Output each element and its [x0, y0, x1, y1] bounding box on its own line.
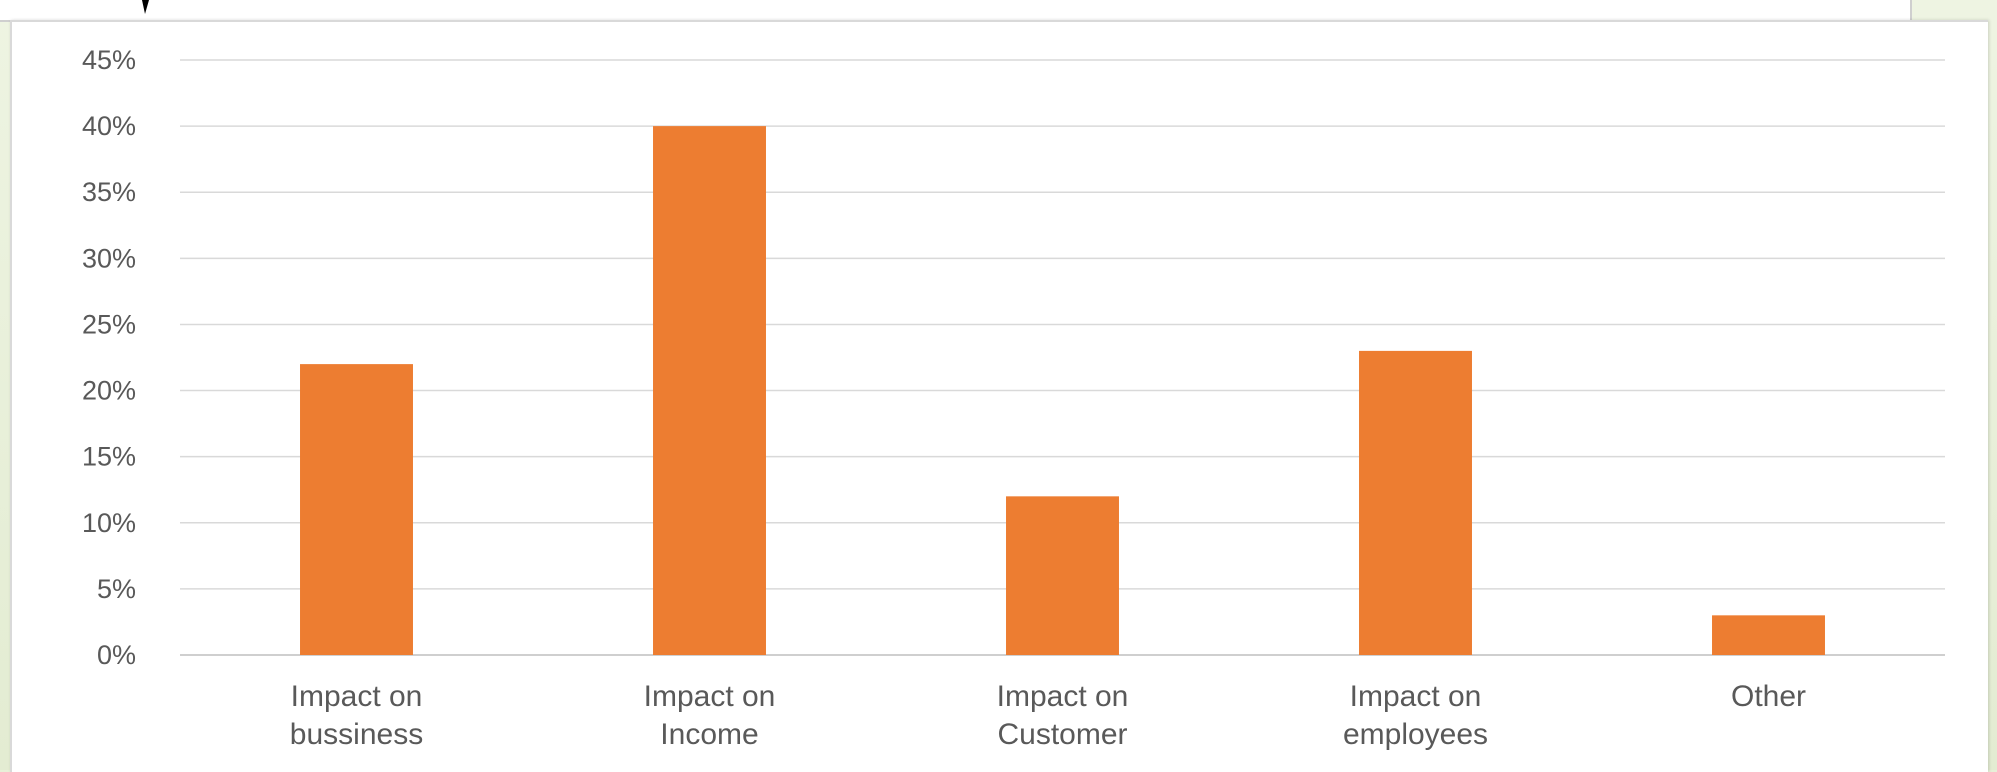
bar [300, 364, 413, 655]
x-category-label-line: Impact on [291, 680, 423, 713]
y-axis-ticks: 0% 5% 10% 15% 20% 25% 30% 35% 40% 45% [82, 45, 136, 670]
y-tick-label: 15% [82, 442, 136, 472]
x-category-label: Other [1731, 680, 1806, 713]
x-category-label-line: Customer [997, 718, 1127, 751]
y-tick-label: 40% [82, 111, 136, 141]
x-category-label: Impact on Income [644, 680, 776, 751]
y-tick-label: 0% [97, 640, 136, 670]
x-category-label-line: Income [660, 718, 758, 751]
x-category-label: Impact on Customer [997, 680, 1129, 751]
x-category-label-line: Impact on [644, 680, 776, 713]
bar [1006, 496, 1119, 655]
y-tick-label: 45% [82, 45, 136, 75]
x-category-label-line: Impact on [997, 680, 1129, 713]
x-category-label-line: employees [1343, 718, 1488, 751]
x-category-label-line: Other [1731, 680, 1806, 713]
y-tick-label: 5% [97, 574, 136, 604]
x-category-label: Impact on bussiness [290, 680, 423, 751]
bar [1359, 350, 1472, 655]
cropped-glyph [142, 0, 149, 14]
bar [1712, 615, 1825, 655]
y-tick-label: 25% [82, 309, 136, 339]
y-tick-label: 10% [82, 508, 136, 538]
x-category-label: Impact on employees [1343, 680, 1488, 751]
x-category-label-line: Impact on [1350, 680, 1482, 713]
x-category-label-line: bussiness [290, 718, 423, 751]
bar [653, 126, 766, 656]
y-tick-label: 35% [82, 177, 136, 207]
y-tick-label: 30% [82, 243, 136, 273]
bars [300, 126, 1825, 656]
y-tick-label: 20% [82, 376, 136, 406]
